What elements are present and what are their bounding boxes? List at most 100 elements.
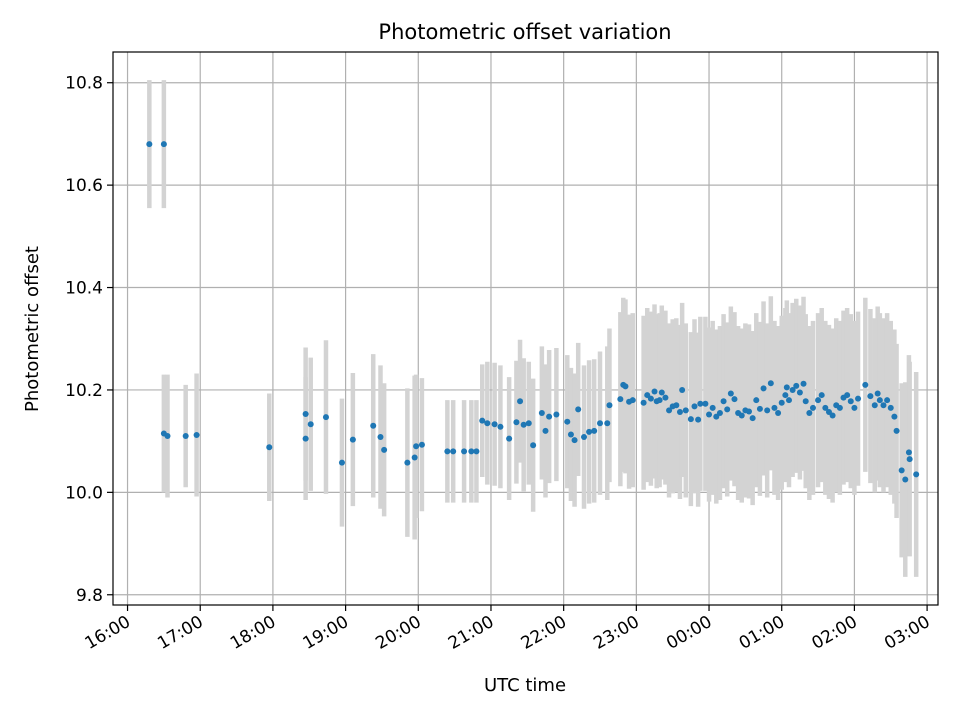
x-tick-label: 17:00 [154,612,206,654]
data-point [775,409,782,416]
data-point [760,385,767,392]
data-point [796,389,803,396]
data-point [479,417,486,424]
data-point [905,449,912,456]
data-point [782,392,789,399]
data-point [571,437,578,444]
data-point [404,459,411,466]
data-point [520,421,527,428]
data-point [546,413,553,420]
data-point [756,405,763,412]
data-point [724,406,731,413]
data-point [575,406,582,413]
data-points [146,141,920,483]
plot-frame [112,51,939,606]
data-point [497,423,504,430]
y-tick-label: 10.0 [65,483,103,503]
data-point [778,399,785,406]
x-tick-label: 16:00 [82,612,134,654]
data-point [731,396,738,403]
data-point [322,414,329,421]
data-point [764,407,771,414]
data-point [697,400,704,407]
data-point [815,397,822,404]
data-point [370,422,377,429]
data-point [629,397,636,404]
data-point [738,412,745,419]
x-tick-label: 20:00 [372,612,424,654]
data-point [709,404,716,411]
data-point [418,441,425,448]
x-tick-label: 00:00 [663,612,715,654]
data-point [484,420,491,427]
data-point [444,448,451,455]
data-point [530,442,537,449]
data-point [847,398,854,405]
data-point [567,431,574,438]
data-point [746,408,753,415]
data-point [606,402,613,409]
data-point [640,399,647,406]
data-point [818,392,825,399]
data-point [411,454,418,461]
data-point [538,409,545,416]
data-point [806,409,813,416]
data-point [884,397,891,404]
data-point [617,396,624,403]
data-point [771,404,778,411]
y-tick-label: 9.8 [76,586,103,606]
data-point [902,476,909,483]
data-point [695,416,702,423]
data-point [855,395,862,402]
grid [113,52,938,605]
data-point [793,382,800,389]
data-point [871,402,878,409]
data-point [656,397,663,404]
data-point [679,386,686,393]
data-point [164,433,171,440]
data-point [666,407,673,414]
data-point [785,397,792,404]
data-point [676,408,683,415]
data-point [468,448,475,455]
data-point [822,404,829,411]
data-point [307,421,314,428]
data-point [893,427,900,434]
data-point [809,404,816,411]
x-tick-label: 19:00 [300,612,352,654]
data-point [844,392,851,399]
data-point [591,427,598,434]
chart-title: Photometric offset variation [378,20,671,44]
data-point [302,411,309,418]
data-point [867,393,874,400]
y-tick-label: 10.2 [65,381,103,401]
data-point [604,420,611,427]
data-point [349,436,356,443]
data-point [749,415,756,422]
data-point [647,395,654,402]
data-point [160,141,167,148]
data-point [461,448,468,455]
data-point [597,420,604,427]
x-axis-label: UTC time [484,675,566,696]
data-point [506,435,513,442]
data-point [146,141,153,148]
data-point [800,380,807,387]
data-point [381,446,388,453]
data-point [413,443,420,450]
data-point [517,398,524,405]
data-point [716,409,723,416]
data-point [658,389,665,396]
data-point [266,444,273,451]
data-point [836,404,843,411]
data-point [586,428,593,435]
data-point [491,421,498,428]
data-point [553,411,560,418]
x-tick-label: 03:00 [881,612,933,654]
data-point [662,394,669,401]
data-point [802,398,809,405]
data-point [542,427,549,434]
y-tick-label: 10.8 [65,74,103,94]
data-point [851,404,858,411]
